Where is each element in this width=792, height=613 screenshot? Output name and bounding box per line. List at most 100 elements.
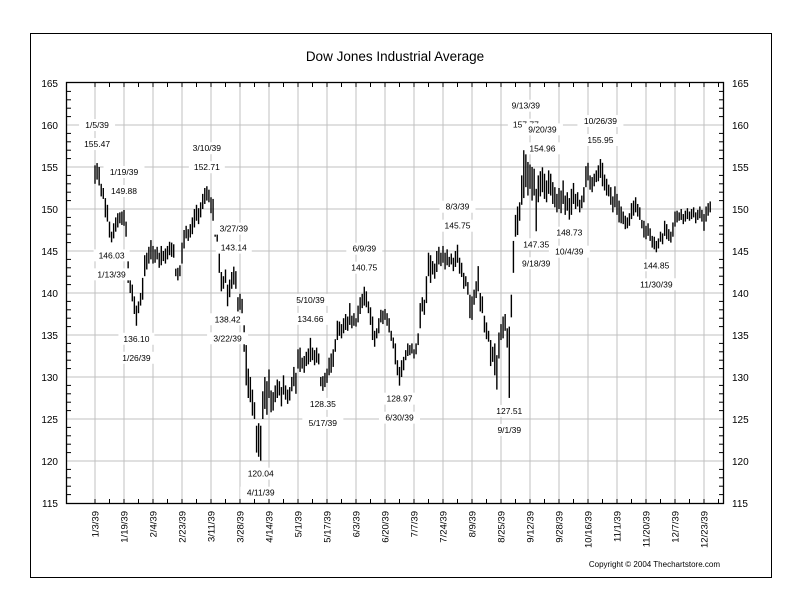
annotation-background — [491, 423, 528, 436]
annotation-background — [115, 351, 157, 364]
annotation-background — [91, 268, 133, 281]
y-tick-label-left: 135 — [41, 331, 58, 342]
annotation-background — [213, 222, 255, 235]
annotation-low: 127.51 9/1/39 — [491, 404, 528, 436]
annotation-background — [242, 467, 279, 480]
annotation-date: 4/11/39 — [247, 488, 275, 498]
annotation-background — [638, 259, 675, 272]
y-tick-label-left: 115 — [42, 499, 58, 510]
annotation-low: 147.35 9/18/39 — [515, 238, 557, 270]
annotation-high: 8/3/39 145.75 — [439, 200, 476, 232]
y-tick-label-left: 125 — [41, 415, 58, 426]
x-tick-label: 6/20/39 — [381, 511, 392, 543]
y-tick-label-left: 150 — [41, 205, 58, 216]
x-tick-label: 11/20/39 — [642, 511, 653, 547]
x-tick-label: 2/4/39 — [149, 511, 160, 537]
annotation-background — [93, 249, 130, 262]
annotation-value: 155.47 — [84, 139, 110, 149]
annotation-high: 3/27/39 143.14 — [213, 222, 255, 254]
x-tick-label: 1/3/39 — [91, 511, 102, 537]
y-tick-label-left: 145 — [41, 247, 58, 258]
annotation-background — [346, 261, 383, 274]
annotation-date: 1/13/39 — [97, 269, 126, 279]
annotation-background — [515, 257, 557, 270]
annotation-high: 1/5/39 155.47 — [79, 119, 116, 151]
x-tick-label: 9/28/39 — [555, 511, 566, 543]
y-tick-label-left: 130 — [41, 373, 58, 384]
annotation-low: 128.97 6/30/39 — [379, 392, 420, 424]
y-tick-label-right: 115 — [732, 499, 748, 510]
annotation-value: 152.71 — [194, 162, 220, 172]
chart-title: Dow Jones Industrial Average — [306, 49, 484, 64]
annotation-low: 144.85 11/30/39 — [633, 259, 680, 291]
annotation-background — [505, 99, 547, 112]
x-tick-label: 9/12/39 — [526, 511, 537, 543]
annotation-value: 145.75 — [445, 221, 471, 231]
annotation-background — [491, 404, 528, 417]
annotation-background — [577, 115, 624, 128]
annotation-date: 8/3/39 — [446, 202, 470, 212]
annotation-date: 10/4/39 — [555, 247, 584, 257]
annotation-background — [302, 416, 344, 429]
y-tick-label-left: 140 — [41, 289, 58, 300]
annotation-date: 9/13/39 — [512, 101, 541, 111]
annotation-value: 128.35 — [310, 399, 336, 409]
annotation-background — [582, 134, 619, 147]
annotation-background — [379, 411, 420, 424]
annotation-low: 120.04 4/11/39 — [240, 467, 282, 499]
x-tick-label: 7/24/39 — [439, 511, 450, 543]
grid — [67, 83, 723, 503]
annotation-value: 136.10 — [123, 334, 149, 344]
annotation-high: 5/10/39 134.66 — [289, 293, 331, 325]
annotation-date: 9/1/39 — [497, 425, 521, 435]
annotation-background — [551, 226, 588, 239]
annotation-low: 128.35 5/17/39 — [302, 397, 344, 429]
annotation-value: 144.85 — [643, 260, 669, 270]
annotation-high: 3/10/39 152.71 — [186, 142, 228, 174]
x-tick-label: 3/28/39 — [236, 511, 247, 543]
x-tick-label: 2/23/39 — [178, 511, 189, 543]
annotation-background — [207, 332, 249, 345]
annotation-date: 5/17/39 — [309, 418, 338, 428]
y-tick-label-right: 140 — [732, 289, 749, 300]
annotation-date: 5/10/39 — [296, 295, 325, 305]
y-tick-label-right: 155 — [732, 163, 749, 174]
annotation-high: 10/26/39 155.95 — [577, 115, 624, 147]
y-tick-label-left: 160 — [41, 121, 58, 132]
x-tick-label: 3/11/39 — [207, 511, 218, 542]
annotation-low: 146.03 1/13/39 — [91, 249, 133, 281]
annotation-value: 155.95 — [587, 135, 613, 145]
annotation-high: 6/9/39 140.75 — [346, 242, 383, 274]
annotation-date: 6/30/39 — [385, 413, 414, 423]
x-tick-label: 5/1/39 — [294, 511, 305, 537]
y-tick-label-right: 160 — [732, 121, 749, 132]
annotation-low: 148.73 10/4/39 — [548, 226, 590, 258]
annotation-high: 9/20/39 154.96 — [521, 123, 563, 155]
annotation-date: 9/18/39 — [522, 258, 551, 268]
annotation-background — [240, 486, 282, 499]
plot-area-border — [65, 81, 725, 505]
x-tick-label: 6/3/39 — [352, 511, 363, 537]
annotation-date: 3/22/39 — [213, 333, 242, 343]
price-bars — [94, 143, 711, 461]
annotation-background — [304, 397, 341, 410]
annotation-background — [439, 200, 476, 213]
x-tick-label: 10/16/39 — [584, 511, 595, 548]
annotation-background — [188, 161, 225, 174]
y-tick-label-left: 120 — [41, 457, 58, 468]
axes: 115 115 120 120 125 125 130 130 135 135 140 140 145 1… — [41, 79, 749, 548]
annotation-background — [186, 142, 228, 155]
annotation-background — [346, 242, 383, 255]
annotation-value: 128.97 — [387, 394, 413, 404]
annotation-background — [106, 185, 142, 198]
chart-frame — [30, 33, 772, 578]
annotation-background — [521, 123, 563, 136]
annotation-background — [548, 245, 590, 258]
x-tick-label: 8/25/39 — [497, 511, 508, 543]
annotation-value: 120.04 — [248, 469, 274, 479]
y-tick-label-right: 120 — [732, 457, 749, 468]
annotation-low: 136.10 1/26/39 — [115, 332, 157, 364]
annotation-background — [209, 313, 246, 326]
annotation-date: 9/20/39 — [528, 124, 557, 134]
